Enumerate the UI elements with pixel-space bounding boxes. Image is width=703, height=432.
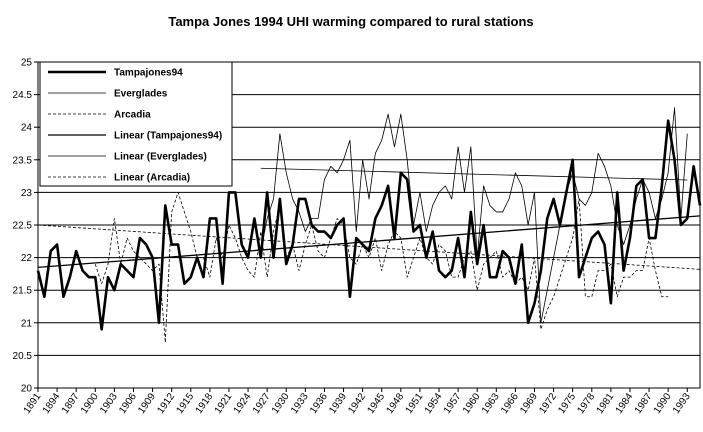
x-tick-label: 1918: [194, 391, 216, 416]
x-tick-label: 1948: [385, 391, 407, 416]
x-tick-label: 1966: [499, 391, 521, 416]
y-tick-label: 22: [21, 253, 33, 264]
legend-label: Arcadia: [114, 110, 151, 121]
x-tick-label: 1984: [614, 391, 636, 416]
x-tick-label: 1939: [327, 391, 349, 416]
legend-label: Linear (Tampajones94): [114, 131, 222, 142]
x-tick-label: 1972: [537, 391, 559, 416]
series-layer: [36, 107, 702, 343]
x-tick-label: 1963: [480, 391, 502, 416]
x-tick-label: 1987: [633, 391, 655, 416]
series-line-arcadia: [94, 191, 669, 343]
x-tick-label: 1990: [652, 391, 674, 416]
y-tick-label: 24: [21, 123, 33, 134]
y-tick-label: 20: [21, 384, 33, 395]
x-tick-label: 1891: [22, 391, 44, 416]
y-tick-label: 21: [21, 318, 33, 329]
x-tick-label: 1954: [423, 391, 445, 416]
y-tick-label: 21.5: [13, 286, 33, 297]
x-tick-label: 1933: [289, 391, 311, 416]
y-tick-label: 25: [21, 58, 33, 69]
x-tick-label: 1900: [79, 391, 101, 416]
x-tick-label: 1951: [404, 391, 426, 416]
x-tick-label: 1942: [346, 391, 368, 416]
y-tick-label: 23: [21, 188, 33, 199]
x-tick-label: 1981: [595, 391, 617, 416]
series-line-linear-tampajones94: [37, 215, 701, 269]
x-tick-label: 1897: [60, 391, 82, 416]
series-line-linear-arcadia: [37, 224, 701, 270]
legend: Tampajones94 Everglades Arcadia Linear (Tam…: [39, 61, 233, 187]
x-tick-label: 1906: [117, 391, 139, 416]
x-tick-label: 1978: [575, 391, 597, 416]
x-tick-label: 1912: [155, 391, 177, 416]
x-tick-label: 1909: [136, 391, 158, 416]
y-tick-label: 20.5: [13, 351, 33, 362]
series-line-linear-everglades: [260, 167, 688, 181]
x-tick-label: 1927: [251, 391, 273, 416]
series-line-everglades: [260, 107, 688, 324]
x-tick-label: 1921: [213, 391, 235, 416]
legend-label: Everglades: [114, 89, 168, 100]
x-tick-label: 1894: [41, 391, 63, 416]
legend-label: Linear (Arcadia): [114, 173, 190, 184]
x-tick-label: 1930: [270, 391, 292, 416]
legend-box: [39, 61, 233, 187]
x-tick-label: 1945: [365, 391, 387, 416]
x-tick-label: 1960: [461, 391, 483, 416]
x-tick-label: 1975: [556, 391, 578, 416]
chart-title: Tampa Jones 1994 UHI warming compared to…: [168, 14, 533, 29]
y-tick-label: 24.5: [13, 90, 33, 101]
x-tick-label: 1993: [671, 391, 693, 416]
y-tick-label: 22.5: [13, 221, 33, 232]
x-tick-label: 1924: [232, 391, 254, 416]
x-tick-label: 1957: [442, 391, 464, 416]
y-tick-label: 23.5: [13, 155, 33, 166]
x-tick-label: 1915: [174, 391, 196, 416]
x-tick-label: 1903: [98, 391, 120, 416]
legend-label: Tampajones94: [114, 68, 183, 79]
series-line-tampajones94: [36, 119, 702, 331]
legend-label: Linear (Everglades): [114, 152, 207, 163]
x-tick-label: 1969: [518, 391, 540, 416]
x-tick-label: 1936: [308, 391, 330, 416]
